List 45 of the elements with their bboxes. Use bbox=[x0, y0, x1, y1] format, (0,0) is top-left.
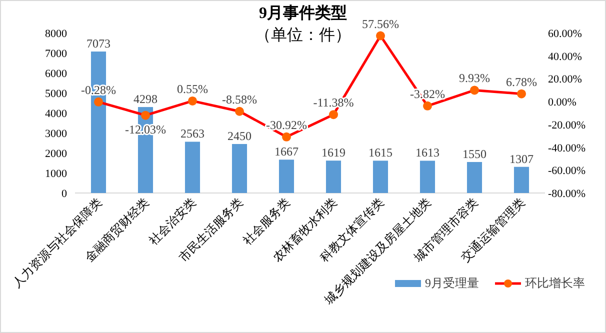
y2-tick-label: -20.00% bbox=[548, 119, 586, 132]
chart-title: 9月事件类型 bbox=[259, 4, 347, 22]
y-tick-label: 6000 bbox=[45, 68, 68, 80]
y2-tick-label: 60.00% bbox=[548, 28, 582, 40]
bar bbox=[184, 142, 200, 193]
y-tick-label: 1000 bbox=[45, 168, 68, 180]
data-label: 1550 bbox=[462, 147, 486, 161]
y-tick-label: 0 bbox=[62, 188, 68, 200]
y2-tick-label: 20.00% bbox=[548, 74, 582, 86]
data-label: 1667 bbox=[274, 144, 298, 159]
y2-tick-label: 40.00% bbox=[548, 50, 582, 63]
y2-tick-label: -60.00% bbox=[548, 165, 586, 178]
data-label: 4298 bbox=[134, 92, 158, 106]
bar bbox=[420, 160, 436, 193]
y-tick-label: 8000 bbox=[45, 28, 68, 40]
y-tick-label: 5000 bbox=[45, 88, 68, 100]
data-label: 1307 bbox=[510, 152, 534, 166]
bar bbox=[278, 160, 294, 193]
bar bbox=[326, 160, 342, 193]
data-label: 1613 bbox=[416, 146, 440, 160]
chart-subtitle: （单位：件） bbox=[255, 26, 351, 44]
y2-tick-label: 0.00% bbox=[548, 96, 576, 109]
data-label: -8.58% bbox=[222, 92, 257, 106]
bar bbox=[232, 144, 248, 193]
data-label: 9.93% bbox=[459, 71, 490, 86]
legend-label: 环比增长率 bbox=[525, 276, 585, 290]
y-tick-label: 3000 bbox=[45, 128, 68, 140]
data-label: 2450 bbox=[228, 129, 252, 143]
data-label: 1619 bbox=[322, 146, 346, 160]
y2-tick-label: -80.00% bbox=[548, 188, 586, 200]
data-label: 57.56% bbox=[362, 16, 399, 31]
bar bbox=[466, 162, 482, 193]
data-label: 0.55% bbox=[177, 82, 208, 96]
legend-label: 9月受理量 bbox=[425, 276, 479, 290]
bar bbox=[372, 160, 388, 193]
y-tick-label: 2000 bbox=[45, 148, 68, 160]
data-label: 6.78% bbox=[506, 74, 537, 89]
data-label: 7073 bbox=[86, 36, 110, 51]
y2-tick-label: -40.00% bbox=[548, 142, 586, 154]
data-label: 1615 bbox=[368, 146, 392, 160]
data-label: -30.92% bbox=[266, 118, 307, 132]
bar bbox=[514, 166, 530, 193]
y-tick-label: 4000 bbox=[45, 108, 68, 120]
y-tick-label: 7000 bbox=[45, 48, 68, 60]
data-label: 2563 bbox=[180, 126, 204, 141]
